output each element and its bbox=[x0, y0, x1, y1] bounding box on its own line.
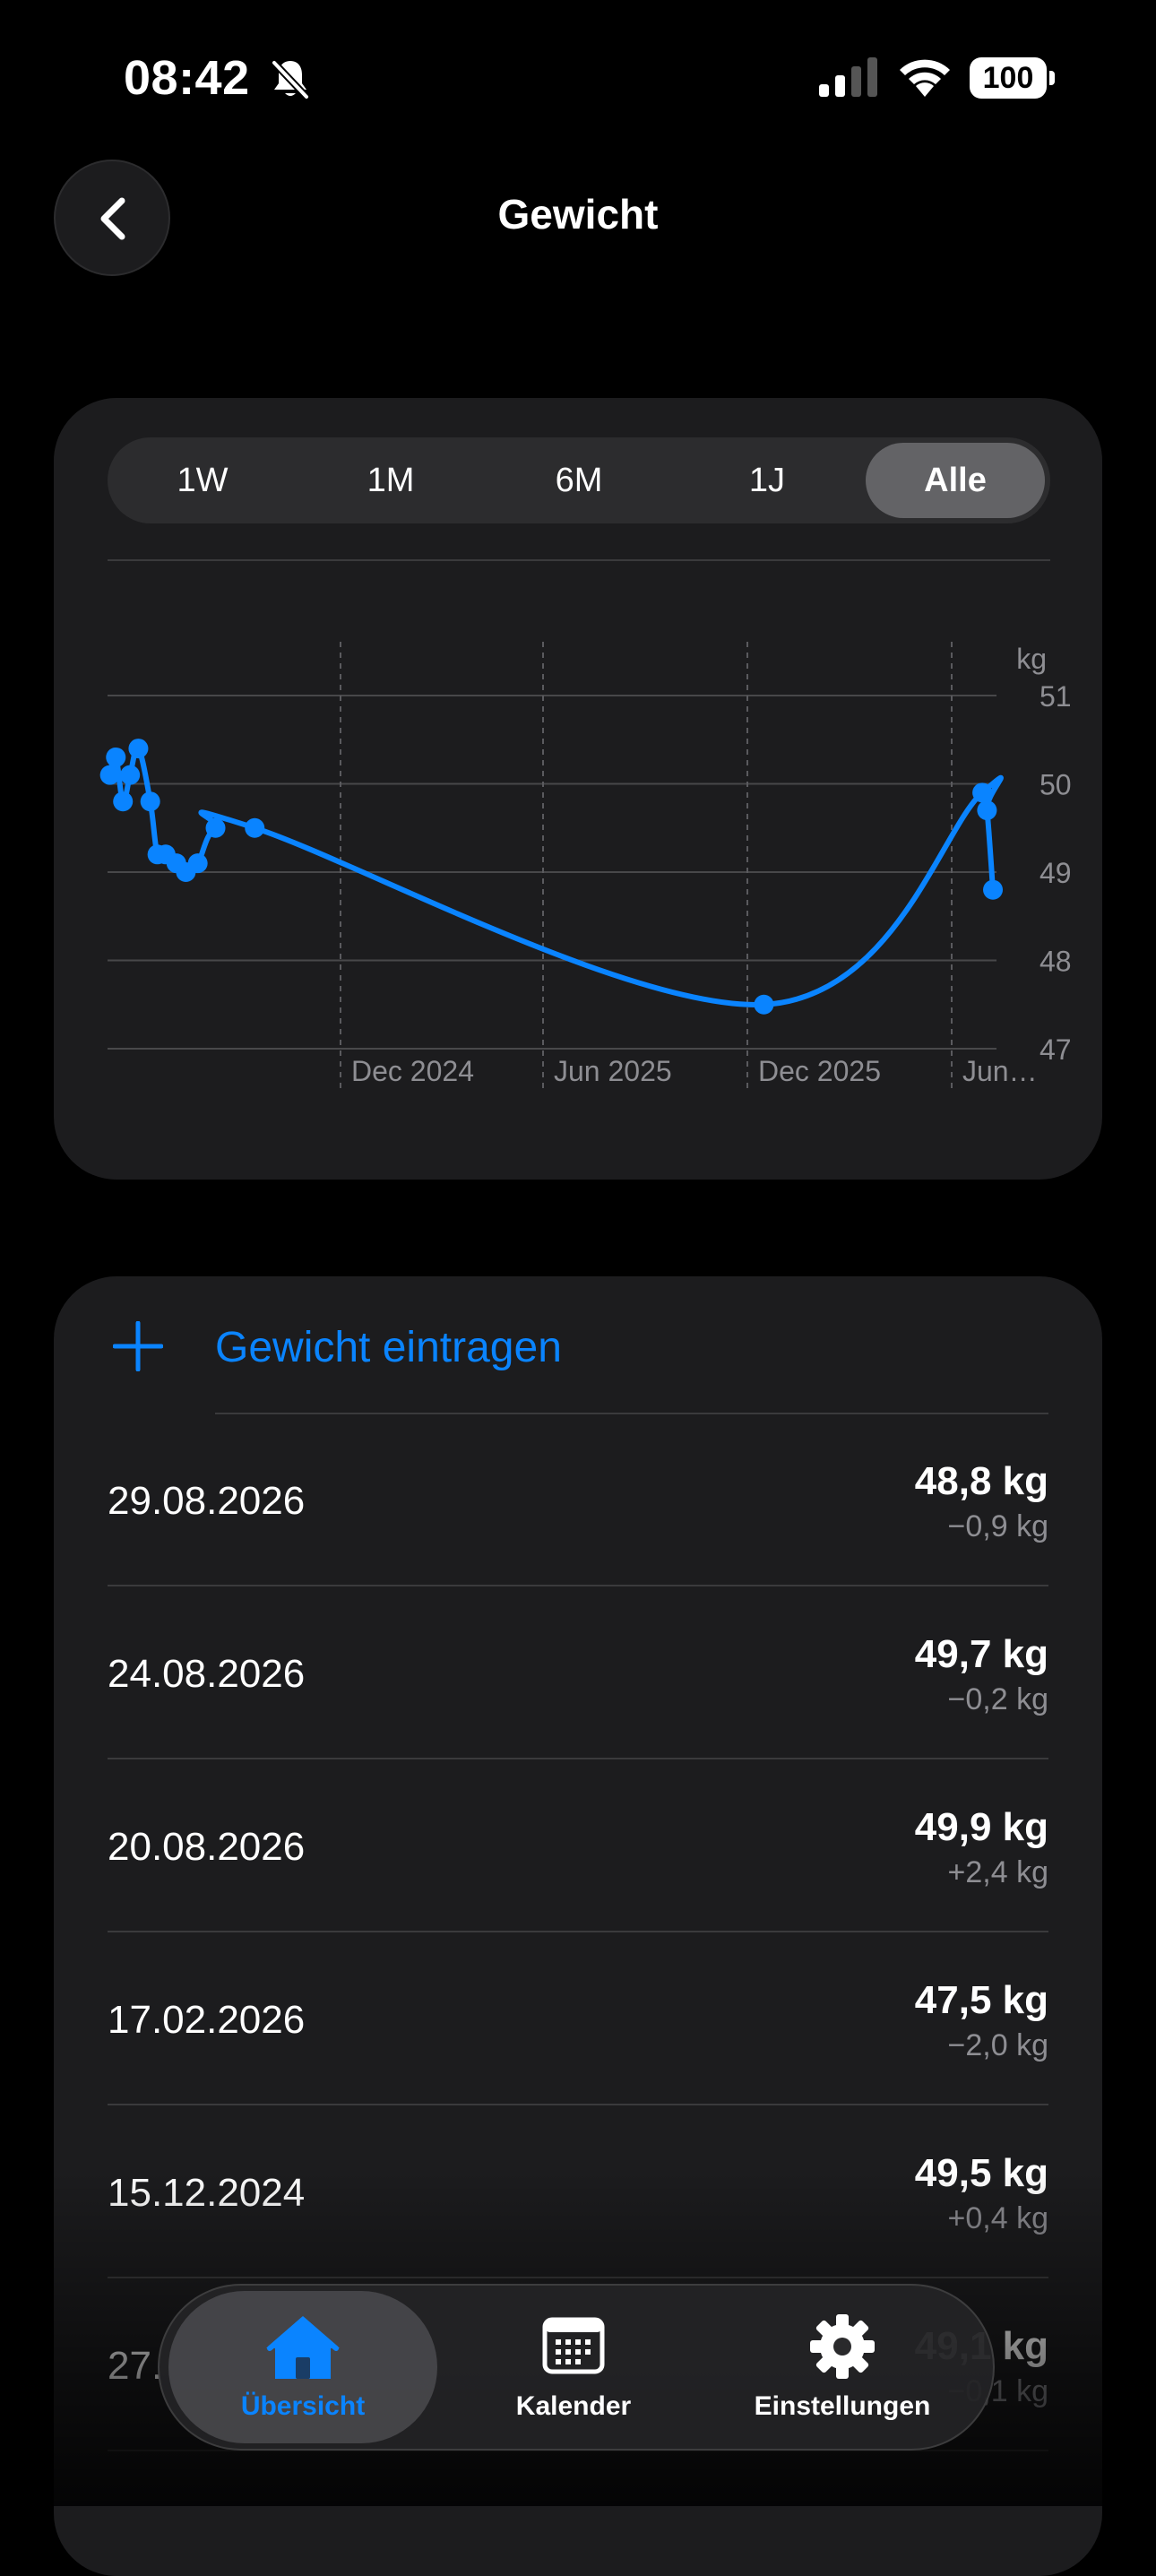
entry-delta: −2,0 kg bbox=[947, 2028, 1048, 2062]
tab-label: Kalender bbox=[515, 2391, 632, 2421]
list-item[interactable]: 20.08.2026 49,9 kg +2,4 kg bbox=[108, 1760, 1048, 1932]
x-tick-label: Jun 2025 bbox=[554, 1055, 672, 1087]
tab-kalender[interactable]: Kalender bbox=[439, 2291, 708, 2443]
entry-date: 24.08.2026 bbox=[108, 1652, 306, 1696]
list-item[interactable]: 15.12.2024 49,5 kg +0,4 kg bbox=[108, 2106, 1048, 2278]
y-tick-label: 49 bbox=[1040, 857, 1072, 889]
entry-weight: 48,8 kg bbox=[914, 1459, 1048, 1503]
tab-label: Einstellungen bbox=[754, 2391, 931, 2421]
entry-delta: −0,2 kg bbox=[947, 1682, 1048, 1716]
x-tick-label: Dec 2025 bbox=[758, 1055, 881, 1087]
gear-icon bbox=[810, 2314, 875, 2379]
data-point bbox=[245, 817, 265, 838]
entry-delta: +0,4 kg bbox=[947, 2201, 1048, 2235]
entry-delta: −0,9 kg bbox=[947, 1509, 1048, 1543]
y-unit-label: kg bbox=[1016, 643, 1047, 675]
weight-chart[interactable]: kg 51 50 49 48 47 Dec 2024 Jun 2025 Dec 2025 Jun… bbox=[54, 561, 1102, 1180]
wifi-icon bbox=[900, 59, 950, 97]
data-point bbox=[99, 765, 120, 785]
battery-indicator: 100 bbox=[970, 57, 1056, 99]
divider bbox=[215, 1413, 1048, 1414]
data-point bbox=[983, 879, 1004, 900]
entry-weight: 49,7 kg bbox=[914, 1632, 1048, 1676]
entry-weight: 47,5 kg bbox=[914, 1978, 1048, 2022]
list-item[interactable]: 29.08.2026 48,8 kg −0,9 kg bbox=[108, 1414, 1048, 1586]
data-point bbox=[140, 791, 160, 812]
tab-einstellungen[interactable]: Einstellungen bbox=[708, 2291, 977, 2443]
status-bar: 08:42 100 bbox=[0, 0, 1156, 152]
bell-muted-icon bbox=[272, 60, 309, 99]
tab-label: Übersicht bbox=[240, 2391, 366, 2421]
entry-delta: +2,4 kg bbox=[947, 1855, 1048, 1889]
divider bbox=[108, 2277, 1048, 2278]
plus-icon bbox=[113, 1321, 163, 1371]
page-title: Gewicht bbox=[497, 191, 659, 238]
data-point bbox=[205, 817, 226, 838]
status-time: 08:42 bbox=[124, 51, 250, 105]
y-tick-label: 50 bbox=[1040, 769, 1072, 801]
entry-weight: 49,9 kg bbox=[914, 1805, 1048, 1849]
add-weight-button[interactable]: Gewicht eintragen bbox=[54, 1276, 1102, 1413]
house-icon bbox=[266, 2316, 340, 2379]
chart-card: 1W 1M 6M 1J Alle kg 51 50 49 48 47 Dec 2024 Jun… bbox=[54, 398, 1102, 1180]
entry-date: 27. bbox=[108, 2344, 163, 2388]
series-line bbox=[107, 745, 1004, 1007]
entry-weight: 49,5 kg bbox=[914, 2151, 1048, 2195]
add-weight-label: Gewicht eintragen bbox=[215, 1324, 562, 1371]
range-1j[interactable]: 1J bbox=[748, 462, 786, 499]
range-selector: 1W 1M 6M 1J Alle bbox=[108, 437, 1050, 523]
y-tick-label: 51 bbox=[1040, 680, 1072, 713]
entry-date: 20.08.2026 bbox=[108, 1825, 306, 1869]
data-point bbox=[106, 747, 126, 767]
data-point bbox=[972, 782, 993, 803]
x-tick-label: Jun… bbox=[962, 1055, 1038, 1087]
entry-date: 15.12.2024 bbox=[108, 2171, 306, 2215]
data-point bbox=[754, 994, 774, 1015]
x-tick-label: Dec 2024 bbox=[351, 1055, 474, 1087]
data-point bbox=[120, 765, 141, 785]
entry-date: 17.02.2026 bbox=[108, 1998, 306, 2042]
chevron-left-icon bbox=[100, 197, 125, 240]
data-point bbox=[977, 800, 997, 821]
range-alle[interactable]: Alle bbox=[866, 443, 1045, 518]
entry-date: 29.08.2026 bbox=[108, 1479, 306, 1523]
y-tick-label: 48 bbox=[1040, 946, 1072, 978]
battery-level: 100 bbox=[970, 57, 1047, 99]
list-item[interactable]: 17.02.2026 47,5 kg −2,0 kg bbox=[108, 1933, 1048, 2105]
data-point bbox=[128, 739, 149, 759]
tab-bar: Übersicht Kalender bbox=[158, 2284, 995, 2451]
range-6m[interactable]: 6M bbox=[555, 462, 603, 499]
data-point bbox=[113, 791, 134, 812]
range-1w[interactable]: 1W bbox=[177, 462, 229, 499]
back-button[interactable] bbox=[54, 160, 170, 276]
divider bbox=[108, 1758, 1048, 1759]
y-tick-label: 47 bbox=[1040, 1033, 1072, 1066]
data-point bbox=[187, 853, 208, 874]
divider bbox=[108, 1585, 1048, 1586]
divider bbox=[108, 2104, 1048, 2105]
signal-icon bbox=[819, 57, 877, 97]
calendar-icon bbox=[542, 2317, 605, 2374]
chart-divider bbox=[108, 559, 1050, 561]
divider bbox=[108, 1931, 1048, 1932]
range-1m[interactable]: 1M bbox=[367, 462, 415, 499]
list-item[interactable]: 24.08.2026 49,7 kg −0,2 kg bbox=[108, 1587, 1048, 1759]
tab-uebersicht[interactable]: Übersicht bbox=[168, 2291, 437, 2443]
